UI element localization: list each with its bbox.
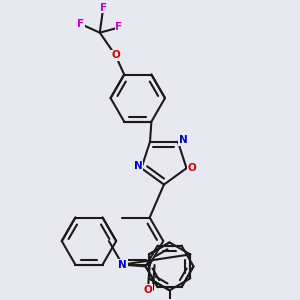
- Text: O: O: [111, 50, 120, 60]
- Text: O: O: [144, 285, 152, 295]
- Text: O: O: [188, 163, 196, 173]
- Text: F: F: [116, 22, 122, 32]
- Text: N: N: [179, 135, 188, 145]
- Text: F: F: [77, 19, 84, 29]
- Text: N: N: [134, 161, 142, 171]
- Text: F: F: [100, 3, 107, 13]
- Text: N: N: [118, 260, 127, 270]
